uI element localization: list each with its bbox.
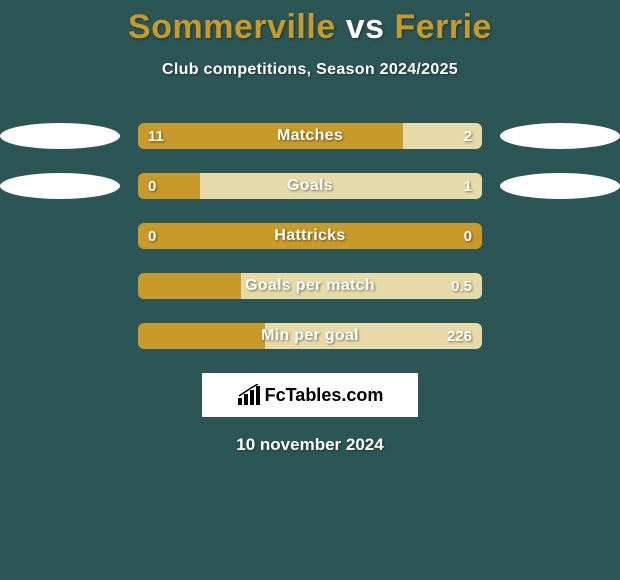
stat-label: Goals per match <box>138 273 482 299</box>
stat-row: 112Matches <box>0 123 620 149</box>
title-vs: vs <box>336 8 395 46</box>
stat-bar: 112Matches <box>138 123 482 149</box>
spacer <box>0 273 120 299</box>
spacer <box>500 323 620 349</box>
stat-row: 01Goals <box>0 173 620 199</box>
spacer <box>0 223 120 249</box>
player-right-placeholder <box>500 173 620 199</box>
spacer <box>500 223 620 249</box>
stat-bar: 00Hattricks <box>138 223 482 249</box>
logo-text: FcTables.com <box>265 385 384 406</box>
stat-bar: 01Goals <box>138 173 482 199</box>
player-left-placeholder <box>0 123 120 149</box>
stat-label: Min per goal <box>138 323 482 349</box>
subtitle: Club competitions, Season 2024/2025 <box>0 61 620 79</box>
player-right-placeholder <box>500 123 620 149</box>
fctables-logo[interactable]: FcTables.com <box>202 373 418 417</box>
date-label: 10 november 2024 <box>0 435 620 455</box>
stat-bar: 0.5Goals per match <box>138 273 482 299</box>
stat-label: Goals <box>138 173 482 199</box>
stat-row: 0.5Goals per match <box>0 273 620 299</box>
title-player-right: Ferrie <box>394 8 492 46</box>
stats-rows: 112Matches 01Goals 00Hattricks 0.5Goals per… <box>0 123 620 349</box>
stat-label: Matches <box>138 123 482 149</box>
player-left-placeholder <box>0 173 120 199</box>
stat-row: 00Hattricks <box>0 223 620 249</box>
title-player-left: Sommerville <box>128 8 336 46</box>
stat-bar: 226Min per goal <box>138 323 482 349</box>
page-title: Sommerville vs Ferrie <box>0 0 620 47</box>
stat-row: 226Min per goal <box>0 323 620 349</box>
chart-icon <box>237 384 261 406</box>
stat-label: Hattricks <box>138 223 482 249</box>
spacer <box>500 273 620 299</box>
spacer <box>0 323 120 349</box>
